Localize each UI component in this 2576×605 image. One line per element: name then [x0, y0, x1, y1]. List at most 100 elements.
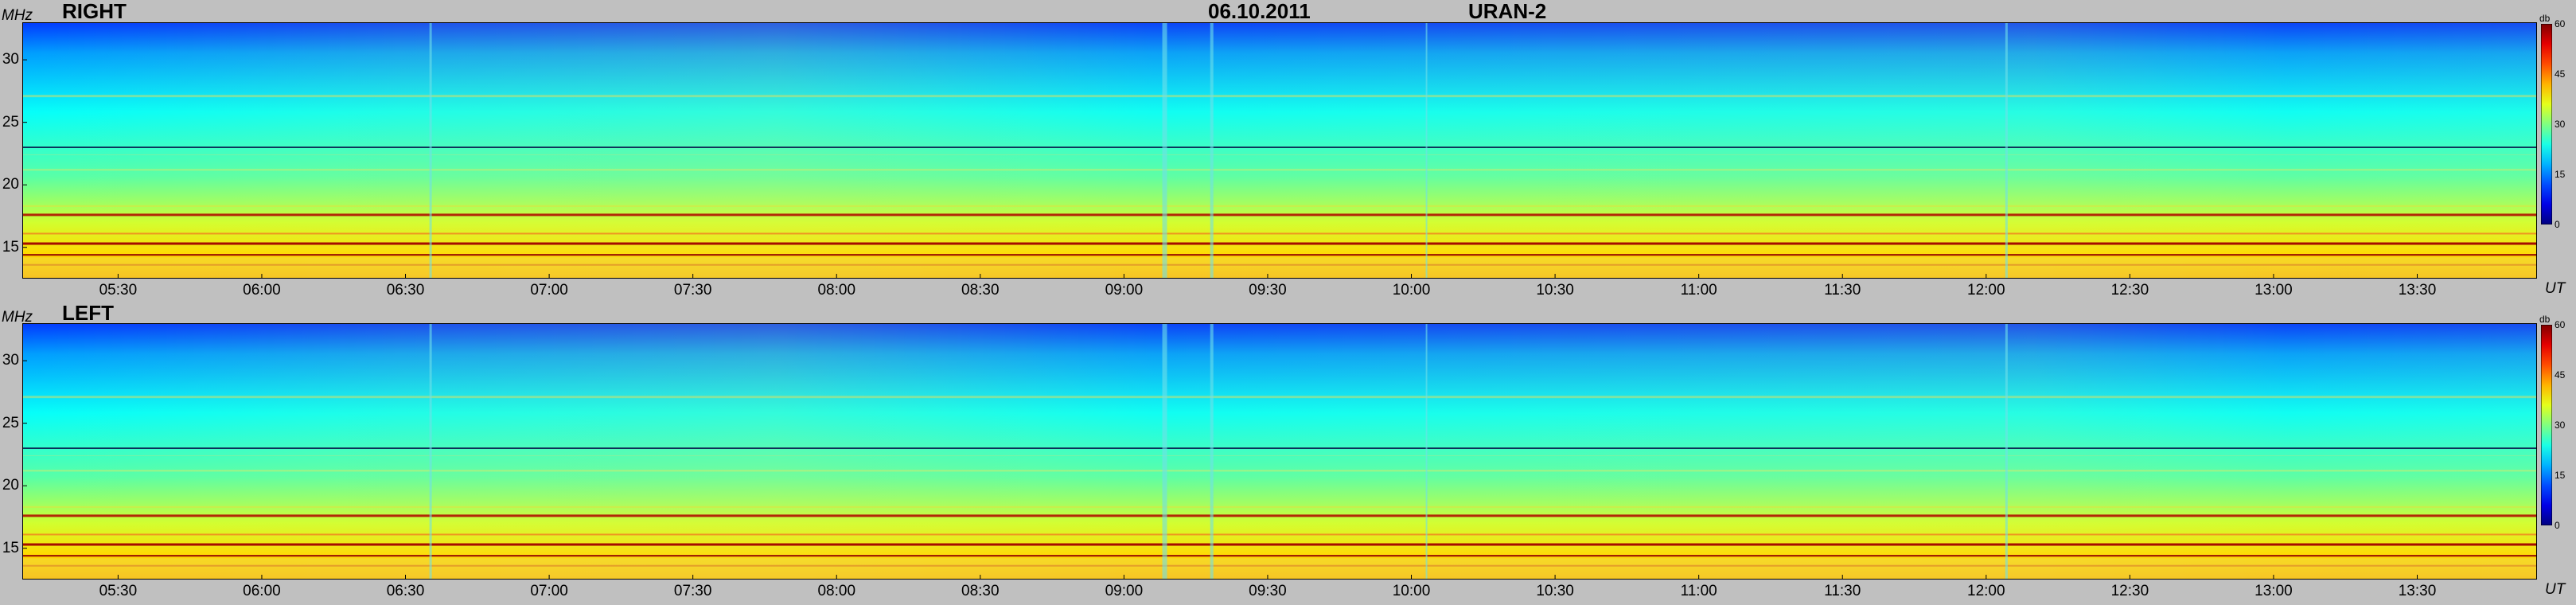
- y-tick-label: 30: [2, 51, 19, 68]
- interference-band: [22, 543, 2537, 546]
- x-tick-label: 09:30: [1249, 282, 1287, 299]
- plot-frame: [22, 22, 2537, 279]
- x-tick-label: 06:30: [386, 282, 425, 299]
- x-tick-label: 10:00: [1392, 583, 1431, 599]
- interference-band: [22, 169, 2537, 171]
- low-frequency-band: [22, 257, 2537, 279]
- interference-band: [22, 242, 2537, 245]
- chart-title-right: RIGHT: [62, 0, 127, 23]
- interference-band: [22, 447, 2537, 449]
- interference-band: [22, 213, 2537, 217]
- x-tick-label: 11:00: [1680, 282, 1717, 299]
- x-tick-label: 08:30: [961, 282, 1000, 299]
- x-tick-label: 12:00: [1967, 282, 2005, 299]
- colorbar-tick-label: 45: [2555, 68, 2566, 80]
- x-tick-label: 11:30: [1824, 583, 1861, 599]
- x-tick-label: 09:30: [1249, 583, 1287, 599]
- interference-band: [22, 555, 2537, 557]
- colorbar-gradient: [2540, 23, 2553, 225]
- x-tick-label: 11:00: [1680, 583, 1717, 599]
- x-tick-label: 10:30: [1536, 282, 1574, 299]
- x-tick-label: 13:30: [2398, 583, 2437, 599]
- x-tick-label: 07:30: [673, 282, 712, 299]
- colorbar-unit-top: db: [2539, 13, 2551, 24]
- burst-line: [1425, 323, 1428, 580]
- x-tick-label: 13:00: [2254, 583, 2293, 599]
- y-tick-label: 30: [2, 352, 19, 369]
- interference-band: [22, 396, 2537, 399]
- low-frequency-band: [22, 558, 2537, 580]
- x-tick-label: 13:00: [2254, 282, 2293, 299]
- x-tick-label: 06:30: [386, 583, 425, 599]
- x-tick-label: 12:00: [1967, 583, 2005, 599]
- x-tick-label: 09:00: [1105, 583, 1144, 599]
- spectrogram-modulation: [22, 323, 2537, 580]
- burst-line: [2005, 323, 2008, 580]
- colorbar-tick-label: 45: [2555, 369, 2566, 381]
- x-tick-label: 12:30: [2110, 282, 2149, 299]
- plot-frame: [22, 323, 2537, 580]
- burst-line: [1210, 323, 1214, 580]
- interference-band: [22, 470, 2537, 472]
- x-unit-bottom: UT: [2545, 581, 2566, 598]
- y-tick-label: 15: [2, 238, 19, 256]
- colorbar-tick-label: 15: [2555, 169, 2566, 180]
- interference-band: [22, 232, 2537, 235]
- interference-band: [22, 505, 2537, 508]
- x-tick-label: 07:00: [530, 583, 568, 599]
- chart-title-left: LEFT: [62, 301, 114, 325]
- interference-band: [22, 95, 2537, 98]
- y-tick-label: 25: [2, 113, 19, 131]
- colorbar-gradient: [2540, 324, 2553, 526]
- burst-line: [429, 323, 432, 580]
- colorbar-unit-bottom: db: [2539, 314, 2551, 325]
- y-unit-bottom: MHz: [2, 309, 33, 326]
- x-tick-label: 06:00: [243, 583, 281, 599]
- x-tick-label: 10:30: [1536, 583, 1574, 599]
- spectrogram-right: [22, 22, 2537, 279]
- x-unit-top: UT: [2545, 280, 2566, 297]
- colorbar-left: [2540, 324, 2553, 526]
- x-tick-label: 10:00: [1392, 282, 1431, 299]
- colorbar-tick-label: 0: [2555, 520, 2560, 531]
- y-unit-top: MHz: [2, 7, 33, 24]
- spectrogram-left: [22, 323, 2537, 580]
- colorbar-tick-label: 60: [2555, 319, 2566, 330]
- y-tick-label: 25: [2, 414, 19, 431]
- burst-line: [429, 22, 432, 279]
- interference-band: [22, 146, 2537, 148]
- y-tick-label: 20: [2, 477, 19, 494]
- interference-band: [22, 533, 2537, 536]
- colorbar-tick-label: 60: [2555, 18, 2566, 29]
- colorbar-tick-label: 30: [2555, 420, 2566, 431]
- x-tick-label: 11:30: [1824, 282, 1861, 299]
- spectrogram-modulation: [22, 22, 2537, 279]
- x-tick-label: 08:30: [961, 583, 1000, 599]
- interference-band: [22, 254, 2537, 256]
- interference-band: [22, 154, 2537, 155]
- y-tick-label: 15: [2, 539, 19, 556]
- x-tick-label: 13:30: [2398, 282, 2437, 299]
- colorbar-tick-label: 15: [2555, 470, 2566, 481]
- x-tick-label: 05:30: [99, 282, 138, 299]
- x-tick-label: 08:00: [817, 282, 856, 299]
- x-tick-label: 05:30: [99, 583, 138, 599]
- colorbar-right: [2540, 23, 2553, 225]
- y-tick-label: 20: [2, 176, 19, 193]
- spectrogram-svg: [22, 22, 2537, 279]
- x-tick-label: 09:00: [1105, 282, 1144, 299]
- burst-line: [1210, 22, 1214, 279]
- burst-line: [1162, 22, 1167, 279]
- chart-date: 06.10.2011: [1208, 0, 1311, 23]
- x-tick-label: 12:30: [2110, 583, 2149, 599]
- interference-band: [22, 205, 2537, 207]
- x-tick-label: 07:00: [530, 282, 568, 299]
- colorbar-tick-label: 30: [2555, 119, 2566, 130]
- spectrogram-svg: [22, 323, 2537, 580]
- x-tick-label: 08:00: [817, 583, 856, 599]
- colorbar-tick-label: 0: [2555, 219, 2560, 230]
- x-tick-label: 06:00: [243, 282, 281, 299]
- interference-band: [22, 455, 2537, 456]
- burst-line: [1425, 22, 1428, 279]
- burst-line: [1162, 323, 1167, 580]
